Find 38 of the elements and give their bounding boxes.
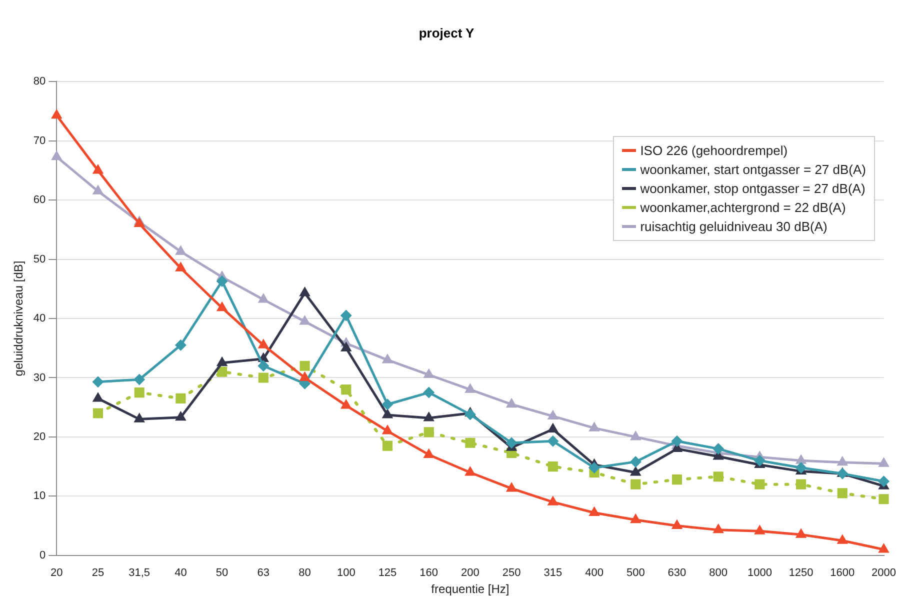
x-tick-label: 80	[298, 567, 311, 580]
legend-label: woonkamer, stop ontgasser = 27 dB(A)	[640, 180, 866, 198]
x-tick-label: 1600	[830, 567, 855, 580]
x-tick-label: 630	[668, 567, 686, 580]
legend-label: woonkamer,achtergrond = 22 dB(A)	[640, 199, 846, 217]
y-tick-label: 10	[33, 490, 46, 502]
x-tick-label: 40	[174, 567, 187, 580]
x-tick-label: 2000	[872, 567, 896, 580]
x-tick-label: 100	[336, 567, 356, 580]
y-tick-label: 20	[33, 430, 46, 443]
y-tick-label: 30	[33, 372, 46, 384]
y-tick-label: 40	[33, 312, 46, 325]
x-tick-label: 200	[461, 567, 480, 580]
x-tick-label: 63	[257, 567, 270, 580]
x-tick-label: 25	[92, 567, 104, 580]
x-tick-label: 125	[378, 567, 397, 580]
legend-label: woonkamer, start ontgasser = 27 dB(A)	[640, 161, 866, 179]
legend-label: ruisachtig geluidniveau 30 dB(A)	[640, 218, 828, 236]
x-tick-label: 315	[544, 567, 562, 580]
x-axis-title: frequentie [Hz]	[431, 582, 510, 596]
x-tick-label: 1250	[788, 567, 814, 580]
x-tick-label: 500	[626, 567, 645, 580]
x-tick-label: 31,5	[128, 567, 150, 580]
x-tick-label: 1000	[747, 567, 772, 580]
x-tick-label: 50	[216, 567, 228, 580]
x-tick-label: 400	[585, 567, 604, 580]
y-tick-label: 80	[33, 76, 46, 88]
x-tick-label: 800	[709, 567, 728, 580]
y-tick-label: 60	[33, 194, 46, 206]
y-tick-label: 0	[40, 549, 46, 562]
chart-title: project Y	[418, 25, 475, 40]
x-tick-label: 250	[502, 567, 521, 580]
legend-label: ISO 226 (gehoordrempel)	[640, 142, 788, 160]
y-tick-label: 50	[33, 253, 46, 266]
y-axis-title: geluiddrukniveau [dB]	[12, 260, 26, 376]
y-tick-label: 70	[33, 134, 46, 147]
x-tick-label: 20	[50, 567, 63, 580]
x-tick-label: 160	[420, 567, 438, 580]
